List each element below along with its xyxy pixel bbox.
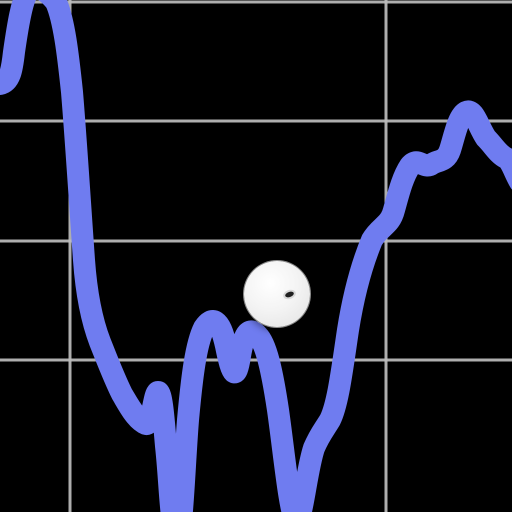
ball-icon[interactable] bbox=[244, 261, 310, 327]
ball-mark-icon bbox=[281, 288, 298, 301]
